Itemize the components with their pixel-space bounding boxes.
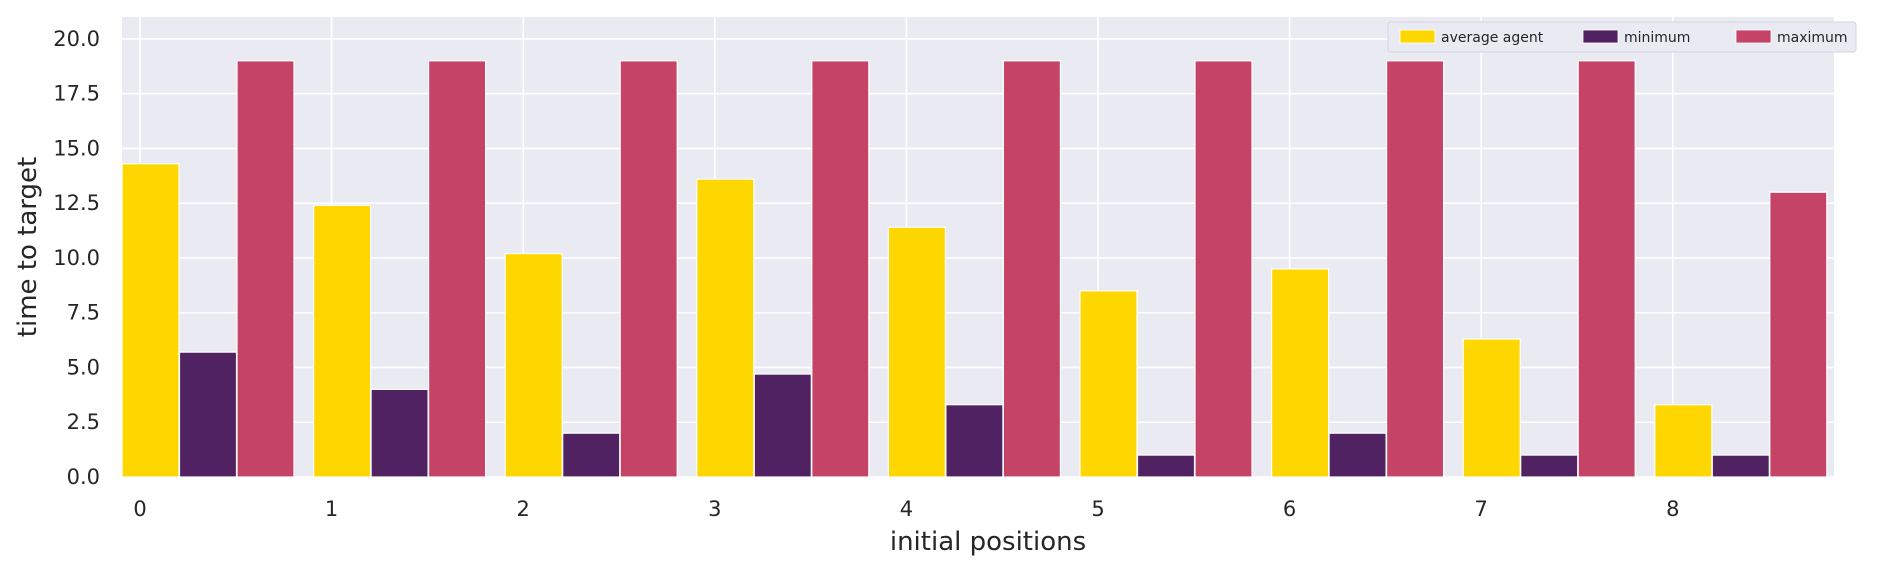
bar-average-agent-1 xyxy=(313,204,372,478)
y-tick-label: 7.5 xyxy=(67,301,100,325)
bar-minimum-1 xyxy=(370,388,429,478)
bar-maximum-1 xyxy=(428,60,487,478)
bar-maximum-0 xyxy=(236,60,295,478)
x-tick-labels: 0 1 2 3 4 5 6 7 8 xyxy=(133,497,1679,521)
y-tick-label: 0.0 xyxy=(67,465,100,489)
y-tick-label: 10.0 xyxy=(53,246,100,270)
bar-maximum-3 xyxy=(811,60,870,478)
x-tick-label: 1 xyxy=(325,497,338,521)
bar-minimum-8 xyxy=(1711,454,1770,478)
y-tick-label: 17.5 xyxy=(53,82,100,106)
bar-maximum-8 xyxy=(1769,191,1828,478)
bar-minimum-5 xyxy=(1136,454,1196,478)
x-tick-label: 2 xyxy=(517,497,530,521)
y-tick-label: 20.0 xyxy=(53,27,100,51)
y-tick-labels: 0.0 2.5 5.0 7.5 10.0 12.5 15.0 17.5 20.0 xyxy=(53,27,100,489)
x-tick-label: 8 xyxy=(1666,497,1679,521)
legend-swatch xyxy=(1399,29,1436,44)
bar-average-agent-0 xyxy=(121,163,180,478)
bars xyxy=(121,60,1828,478)
bar-maximum-6 xyxy=(1385,60,1445,478)
legend-box xyxy=(1387,21,1857,53)
y-tick-label: 5.0 xyxy=(67,355,100,379)
legend: average agent minimum maximum xyxy=(1387,21,1857,53)
bar-average-agent-7 xyxy=(1462,338,1521,478)
bar-maximum-2 xyxy=(619,60,678,478)
x-tick-label: 5 xyxy=(1091,497,1104,521)
bar-average-agent-3 xyxy=(696,178,755,478)
y-tick-label: 15.0 xyxy=(53,136,100,160)
bar-minimum-3 xyxy=(753,373,812,478)
bar-average-agent-8 xyxy=(1654,404,1713,478)
y-axis-title: time to target xyxy=(13,157,43,337)
legend-label: average agent xyxy=(1441,30,1544,46)
y-tick-label: 12.5 xyxy=(53,191,100,215)
bar-minimum-0 xyxy=(178,351,238,478)
bar-minimum-4 xyxy=(945,404,1004,478)
y-tick-label: 2.5 xyxy=(67,410,100,434)
bar-minimum-2 xyxy=(562,432,621,478)
x-tick-label: 7 xyxy=(1475,497,1488,521)
bar-average-agent-5 xyxy=(1079,290,1138,478)
bar-average-agent-2 xyxy=(504,252,563,478)
x-tick-label: 4 xyxy=(900,497,913,521)
bar-minimum-6 xyxy=(1328,432,1387,478)
x-tick-label: 6 xyxy=(1283,497,1296,521)
x-tick-label: 0 xyxy=(133,497,146,521)
legend-swatch xyxy=(1735,29,1772,44)
bar-maximum-5 xyxy=(1194,60,1253,478)
bar-minimum-7 xyxy=(1520,454,1579,478)
x-axis-title: initial positions xyxy=(890,527,1086,557)
x-tick-label: 3 xyxy=(708,497,721,521)
bar-maximum-4 xyxy=(1002,60,1062,478)
bar-average-agent-6 xyxy=(1270,268,1330,478)
legend-label: maximum xyxy=(1777,30,1848,46)
bar-maximum-7 xyxy=(1577,60,1636,478)
bar-average-agent-4 xyxy=(887,226,947,478)
legend-swatch xyxy=(1582,29,1619,44)
legend-label: minimum xyxy=(1624,30,1690,46)
